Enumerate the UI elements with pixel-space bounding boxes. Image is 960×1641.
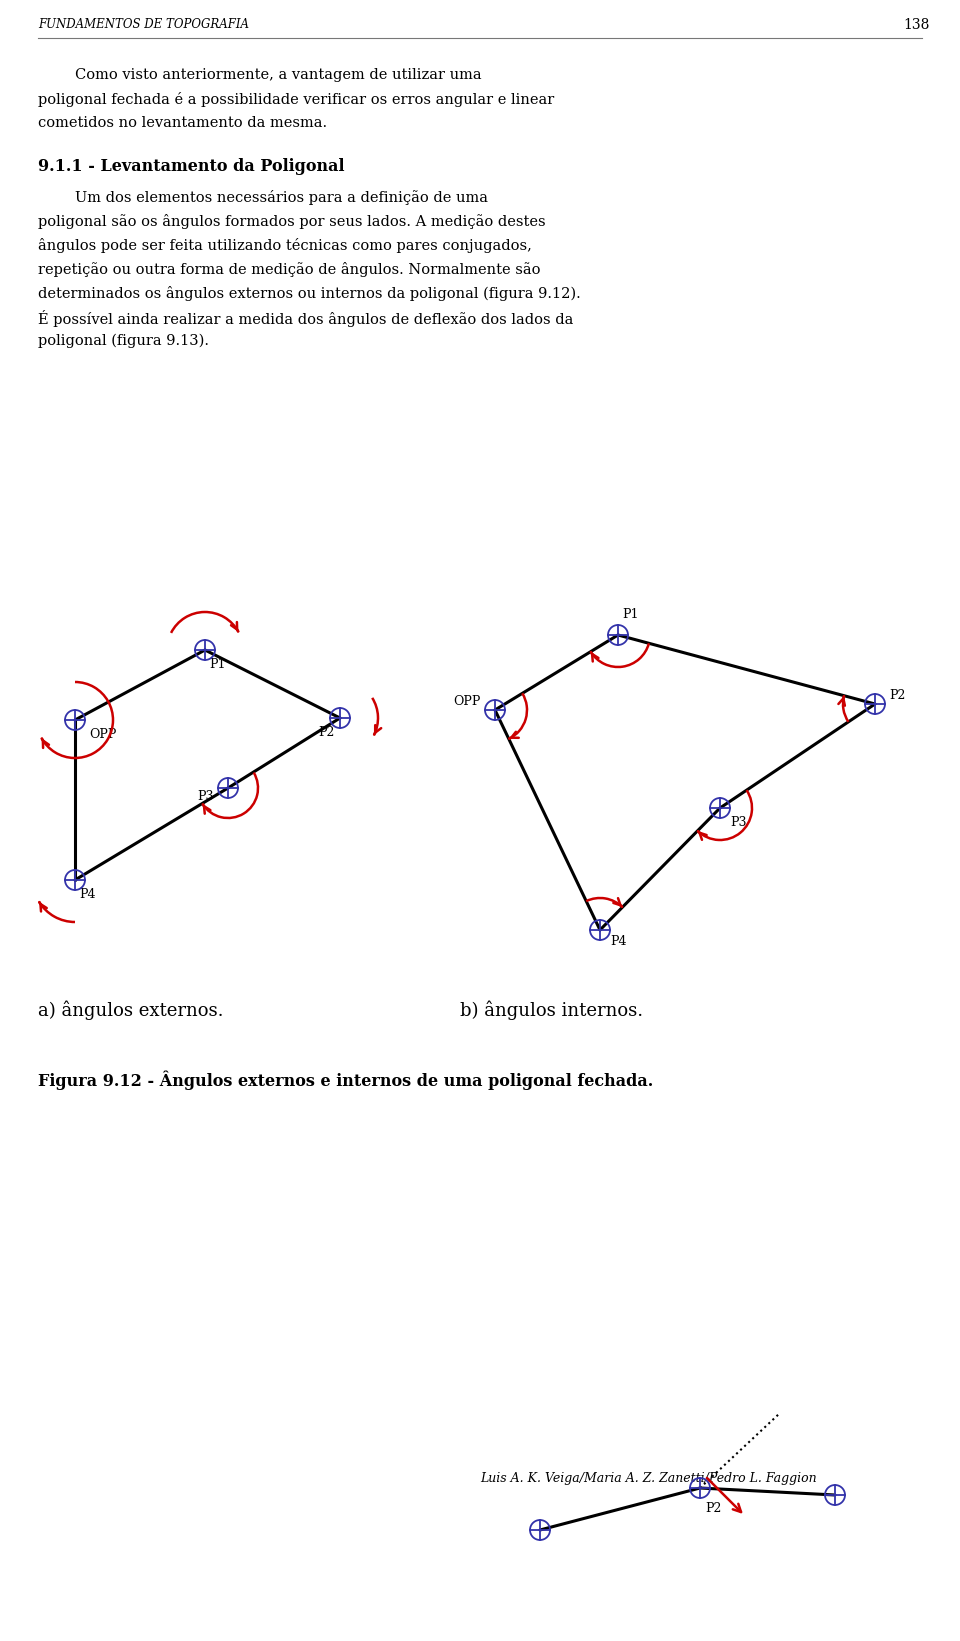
Text: poligonal (figura 9.13).: poligonal (figura 9.13). — [38, 335, 209, 348]
Text: repetição ou outra forma de medição de ângulos. Normalmente são: repetição ou outra forma de medição de â… — [38, 263, 540, 277]
Text: É possível ainda realizar a medida dos ângulos de deflexão dos lados da: É possível ainda realizar a medida dos â… — [38, 310, 573, 327]
Text: Um dos elementos necessários para a definição de uma: Um dos elementos necessários para a defi… — [38, 190, 488, 205]
Text: P1: P1 — [209, 658, 226, 671]
Text: P1: P1 — [622, 609, 638, 620]
Text: determinados os ângulos externos ou internos da poligonal (figura 9.12).: determinados os ângulos externos ou inte… — [38, 286, 581, 300]
Text: P4: P4 — [79, 888, 95, 901]
Text: poligonal fechada é a possibilidade verificar os erros angular e linear: poligonal fechada é a possibilidade veri… — [38, 92, 554, 107]
Text: poligonal são os ângulos formados por seus lados. A medição destes: poligonal são os ângulos formados por se… — [38, 213, 545, 230]
Text: P4: P4 — [610, 935, 627, 948]
Text: cometidos no levantamento da mesma.: cometidos no levantamento da mesma. — [38, 117, 327, 130]
Text: P3: P3 — [198, 789, 214, 802]
Text: P2: P2 — [705, 1502, 721, 1515]
Text: 9.1.1 - Levantamento da Poligonal: 9.1.1 - Levantamento da Poligonal — [38, 158, 345, 176]
Text: ângulos pode ser feita utilizando técnicas como pares conjugados,: ângulos pode ser feita utilizando técnic… — [38, 238, 532, 253]
Text: OPP: OPP — [89, 729, 116, 742]
Text: P2: P2 — [889, 689, 905, 702]
Text: 138: 138 — [903, 18, 930, 33]
Text: P3: P3 — [730, 816, 747, 829]
Text: a) ângulos externos.: a) ângulos externos. — [38, 999, 224, 1019]
Text: Figura 9.12 - Ângulos externos e internos de uma poligonal fechada.: Figura 9.12 - Ângulos externos e interno… — [38, 1070, 653, 1090]
Text: Luis A. K. Veiga/Maria A. Z. Zanetti/Pedro L. Faggion: Luis A. K. Veiga/Maria A. Z. Zanetti/Ped… — [480, 1472, 817, 1485]
Text: FUNDAMENTOS DE TOPOGRAFIA: FUNDAMENTOS DE TOPOGRAFIA — [38, 18, 249, 31]
Text: P2: P2 — [319, 725, 335, 738]
Text: OPP: OPP — [454, 696, 481, 707]
Text: Como visto anteriormente, a vantagem de utilizar uma: Como visto anteriormente, a vantagem de … — [38, 67, 482, 82]
Text: b) ângulos internos.: b) ângulos internos. — [460, 999, 643, 1019]
